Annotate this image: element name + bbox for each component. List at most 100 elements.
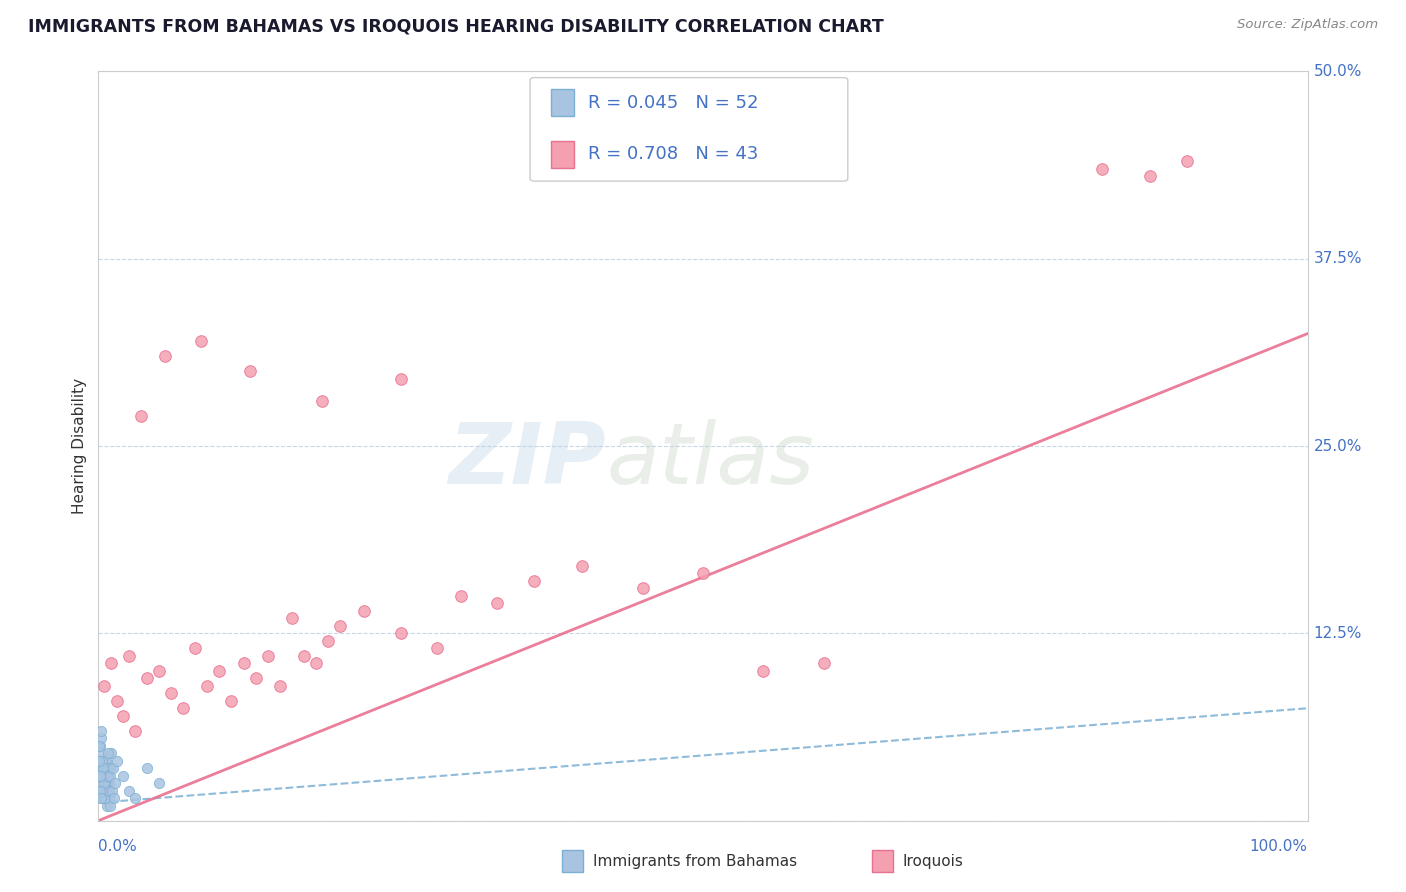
Point — [104, 776, 127, 790]
Point — [93, 791, 115, 805]
Point — [118, 783, 141, 797]
Text: 0.0%: 0.0% — [98, 839, 138, 855]
Point — [89, 783, 111, 797]
Text: R = 0.708   N = 43: R = 0.708 N = 43 — [588, 145, 758, 163]
Text: Iroquois: Iroquois — [903, 854, 963, 869]
Point — [160, 686, 183, 700]
Text: 25.0%: 25.0% — [1313, 439, 1362, 453]
Point — [232, 657, 254, 671]
Point — [631, 582, 654, 596]
Point — [1139, 169, 1161, 184]
Point — [111, 708, 134, 723]
Text: Source: ZipAtlas.com: Source: ZipAtlas.com — [1237, 18, 1378, 31]
Point — [96, 761, 118, 775]
Point — [153, 349, 176, 363]
Point — [813, 657, 835, 671]
Point — [90, 754, 112, 768]
Text: 100.0%: 100.0% — [1250, 839, 1308, 855]
Point — [105, 694, 128, 708]
Point — [97, 791, 120, 805]
Point — [353, 604, 375, 618]
Point — [389, 371, 412, 385]
Point — [100, 746, 122, 760]
Point — [103, 791, 125, 805]
Point — [89, 769, 111, 783]
Point — [91, 783, 114, 797]
Point — [94, 754, 117, 768]
Text: 37.5%: 37.5% — [1313, 252, 1362, 266]
Point — [239, 364, 262, 378]
Text: R = 0.045   N = 52: R = 0.045 N = 52 — [588, 94, 758, 112]
Point — [89, 754, 111, 768]
Point — [486, 596, 509, 610]
Point — [221, 694, 243, 708]
Y-axis label: Hearing Disability: Hearing Disability — [72, 378, 87, 514]
Point — [98, 783, 121, 797]
Point — [101, 761, 124, 775]
Point — [93, 783, 115, 797]
Point — [97, 776, 120, 790]
Point — [752, 664, 775, 678]
Point — [100, 657, 122, 671]
Point — [100, 783, 122, 797]
Point — [692, 566, 714, 581]
Point — [91, 761, 114, 775]
Point — [256, 648, 278, 663]
Point — [94, 783, 117, 797]
Point — [93, 791, 115, 805]
Point — [93, 761, 115, 775]
Point — [90, 723, 112, 738]
Point — [571, 558, 593, 573]
Point — [89, 769, 111, 783]
Point — [91, 791, 114, 805]
Point — [292, 648, 315, 663]
Point — [281, 611, 304, 625]
Point — [450, 589, 472, 603]
Point — [97, 746, 120, 760]
Point — [190, 334, 212, 348]
Point — [124, 723, 146, 738]
Point — [111, 769, 134, 783]
Point — [269, 679, 291, 693]
Point — [98, 798, 121, 813]
Point — [329, 619, 352, 633]
Point — [90, 761, 112, 775]
Point — [426, 641, 449, 656]
Point — [98, 761, 121, 775]
Point — [96, 776, 118, 790]
Point — [93, 776, 115, 790]
Point — [172, 701, 194, 715]
Point — [245, 671, 267, 685]
Point — [1091, 161, 1114, 176]
Point — [98, 769, 121, 783]
Point — [96, 769, 118, 783]
Point — [129, 409, 152, 423]
Point — [135, 761, 157, 775]
Point — [91, 769, 114, 783]
Point — [148, 664, 170, 678]
Point — [97, 769, 120, 783]
Point — [89, 739, 111, 753]
Text: 50.0%: 50.0% — [1313, 64, 1362, 78]
Point — [90, 731, 112, 746]
Point — [96, 798, 118, 813]
Point — [90, 776, 112, 790]
Point — [87, 739, 110, 753]
Point — [1175, 154, 1198, 169]
Text: atlas: atlas — [606, 419, 814, 502]
Point — [90, 791, 112, 805]
Point — [184, 641, 207, 656]
Text: Immigrants from Bahamas: Immigrants from Bahamas — [593, 854, 797, 869]
Point — [91, 754, 114, 768]
Text: IMMIGRANTS FROM BAHAMAS VS IROQUOIS HEARING DISABILITY CORRELATION CHART: IMMIGRANTS FROM BAHAMAS VS IROQUOIS HEAR… — [28, 18, 884, 36]
Point — [105, 754, 128, 768]
Point — [311, 394, 333, 409]
Point — [98, 776, 121, 790]
Point — [93, 679, 115, 693]
Text: 12.5%: 12.5% — [1313, 626, 1362, 640]
Point — [135, 671, 157, 685]
Point — [94, 791, 117, 805]
Point — [96, 769, 118, 783]
Point — [316, 633, 339, 648]
Point — [94, 754, 117, 768]
